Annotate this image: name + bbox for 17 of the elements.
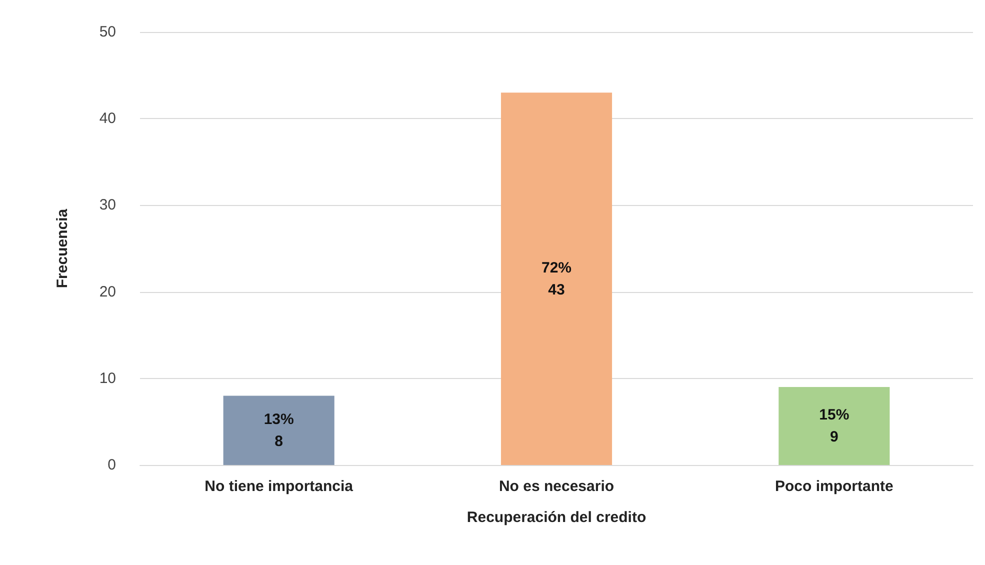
x-tick-label: Poco importante bbox=[774, 478, 894, 495]
data-label: 15% 9 bbox=[819, 406, 850, 446]
data-label: 13% 8 bbox=[264, 410, 294, 450]
y-tick-label: 0 bbox=[108, 456, 116, 474]
data-label: 72% 43 bbox=[541, 259, 572, 298]
x-tick-label: No tiene importancia bbox=[204, 478, 354, 495]
y-tick-label: 30 bbox=[99, 196, 116, 214]
x-tick-label: No es necesario bbox=[498, 478, 614, 495]
y-tick-label: 40 bbox=[99, 110, 116, 128]
bar bbox=[778, 387, 890, 465]
y-tick-label: 20 bbox=[99, 283, 116, 300]
y-tick-label: 10 bbox=[99, 370, 116, 387]
x-axis-title: Recuperación del credito bbox=[466, 509, 646, 526]
y-axis-title: Frecuencia bbox=[54, 208, 71, 288]
bar bbox=[500, 92, 612, 465]
y-tick-label: 50 bbox=[99, 24, 116, 40]
bar bbox=[223, 396, 334, 465]
